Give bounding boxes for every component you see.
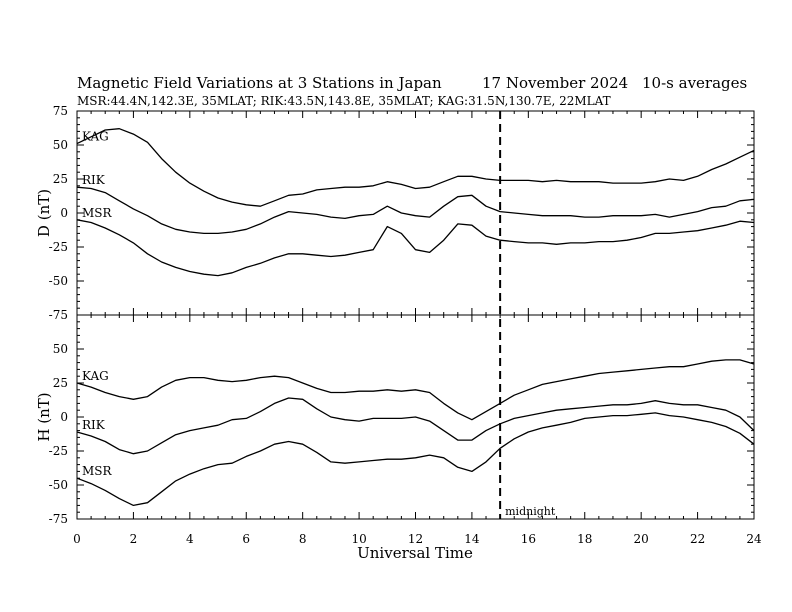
d-y-tick-label: 25	[53, 172, 68, 186]
d-series-msr-label: MSR	[82, 206, 113, 220]
d-y-tick-label: -75	[49, 308, 68, 322]
x-tick-label: 10	[351, 532, 366, 546]
h-y-tick-label: 0	[60, 410, 68, 424]
x-tick-label: 6	[242, 532, 250, 546]
x-axis: 0 2 4 6 8 10 12 14 16 18 20 22 24	[73, 111, 762, 546]
d-y-tick-label: 75	[53, 104, 68, 118]
chart-subtitle: MSR:44.4N,142.3E, 35MLAT; RIK:43.5N,143.…	[77, 94, 611, 108]
h-series-rik-line	[76, 397, 755, 455]
d-series-rik-label: RIK	[82, 173, 106, 187]
h-y-tick-label: 50	[53, 342, 68, 356]
x-tick-label: 12	[408, 532, 423, 546]
h-y-tick-label: -50	[49, 478, 68, 492]
h-component-panel: 50 25 0 -25 -50 -75 H (nT) KAG RIK MSR	[35, 314, 755, 526]
d-series-kag-label: KAG	[82, 130, 109, 144]
x-tick-label: 4	[186, 532, 194, 546]
x-tick-label: 2	[130, 532, 138, 546]
h-y-tick-label: -25	[49, 444, 68, 458]
d-series-msr-line	[76, 219, 755, 277]
d-y-tick-label: -50	[49, 274, 68, 288]
d-series-kag-line	[76, 128, 755, 207]
d-panel-frame	[76, 110, 755, 316]
d-y-axis-title: D (nT)	[35, 189, 53, 237]
x-tick-label: 8	[299, 532, 307, 546]
h-series-kag-line	[76, 359, 755, 421]
x-tick-label: 20	[634, 532, 649, 546]
x-tick-label: 14	[464, 532, 480, 546]
d-y-tick-label: 0	[60, 206, 68, 220]
x-tick-label: 16	[521, 532, 536, 546]
d-series-rik-line	[76, 186, 755, 235]
chart-date: 17 November 2024	[482, 74, 628, 92]
d-y-tick-label: -25	[49, 240, 68, 254]
h-y-axis-title: H (nT)	[35, 392, 53, 441]
h-series-msr-label: MSR	[82, 464, 113, 478]
x-tick-label: 22	[690, 532, 705, 546]
x-axis-title: Universal Time	[357, 544, 473, 562]
x-tick-label: 0	[73, 532, 81, 546]
h-y-tick-label: 25	[53, 376, 68, 390]
h-series-kag-label: KAG	[82, 369, 109, 383]
d-y-tick-label: 50	[53, 138, 68, 152]
x-tick-label: 18	[577, 532, 592, 546]
chart-averaging: 10-s averages	[642, 74, 747, 92]
midnight-label: midnight	[505, 505, 556, 518]
midnight-marker: midnight	[499, 111, 556, 519]
x-tick-label: 24	[746, 532, 762, 546]
h-series-rik-label: RIK	[82, 418, 106, 432]
d-component-panel: 75 50 25 0 -25 -50 -75 D (nT) KAG RIK MSR	[35, 104, 755, 322]
chart-title: Magnetic Field Variations at 3 Stations …	[77, 74, 442, 92]
h-y-tick-label: -75	[49, 512, 68, 526]
h-series-msr-line	[76, 412, 755, 507]
